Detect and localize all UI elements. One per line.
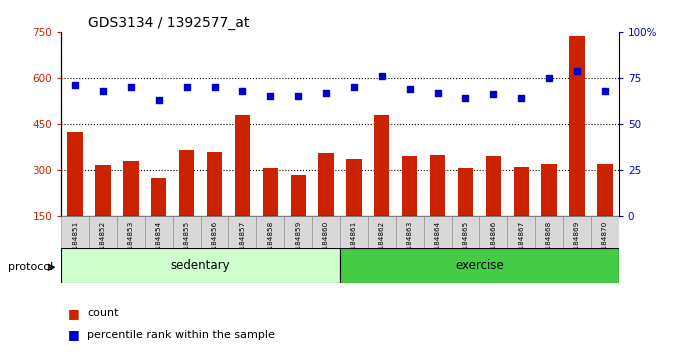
Point bbox=[543, 75, 554, 81]
Bar bbox=[340, 216, 368, 248]
Bar bbox=[368, 216, 396, 248]
Point bbox=[125, 84, 136, 90]
Point bbox=[404, 86, 415, 92]
Bar bbox=[402, 156, 418, 262]
Point bbox=[69, 82, 80, 88]
Point bbox=[571, 68, 582, 73]
Point bbox=[265, 93, 275, 99]
Text: GSM184869: GSM184869 bbox=[574, 221, 580, 265]
Text: GSM184859: GSM184859 bbox=[295, 221, 301, 265]
Bar bbox=[535, 216, 563, 248]
Bar bbox=[207, 152, 222, 262]
Text: sedentary: sedentary bbox=[171, 259, 231, 272]
Text: GSM184863: GSM184863 bbox=[407, 221, 413, 265]
Bar bbox=[541, 164, 557, 262]
Text: GSM184855: GSM184855 bbox=[184, 221, 190, 265]
Bar bbox=[597, 164, 613, 262]
Bar bbox=[458, 169, 473, 262]
Point bbox=[209, 84, 220, 90]
Text: protocol: protocol bbox=[8, 262, 54, 272]
Text: GSM184867: GSM184867 bbox=[518, 221, 524, 265]
Bar bbox=[95, 165, 111, 262]
Text: GSM184853: GSM184853 bbox=[128, 221, 134, 265]
Text: ■: ■ bbox=[68, 328, 80, 341]
Point bbox=[515, 95, 526, 101]
Bar bbox=[117, 216, 145, 248]
Bar bbox=[235, 115, 250, 262]
Bar bbox=[145, 216, 173, 248]
Text: GSM184862: GSM184862 bbox=[379, 221, 385, 265]
Text: GSM184854: GSM184854 bbox=[156, 221, 162, 265]
Bar bbox=[67, 132, 83, 262]
Text: GDS3134 / 1392577_at: GDS3134 / 1392577_at bbox=[88, 16, 250, 30]
Point bbox=[181, 84, 192, 90]
Bar bbox=[569, 36, 585, 262]
Text: percentile rank within the sample: percentile rank within the sample bbox=[87, 330, 275, 339]
Bar bbox=[256, 216, 284, 248]
Text: GSM184858: GSM184858 bbox=[267, 221, 273, 265]
Bar bbox=[374, 115, 390, 262]
Bar bbox=[346, 159, 362, 262]
Bar bbox=[452, 216, 479, 248]
Text: GSM184870: GSM184870 bbox=[602, 221, 608, 265]
Point bbox=[348, 84, 359, 90]
Point bbox=[320, 90, 331, 96]
Bar bbox=[284, 216, 312, 248]
Text: exercise: exercise bbox=[455, 259, 504, 272]
Bar bbox=[563, 216, 591, 248]
Bar bbox=[151, 178, 167, 262]
Point bbox=[488, 92, 498, 97]
Bar bbox=[312, 216, 340, 248]
Bar bbox=[228, 216, 256, 248]
Bar bbox=[89, 216, 117, 248]
Point bbox=[460, 95, 471, 101]
Bar bbox=[486, 156, 501, 262]
Bar bbox=[61, 216, 89, 248]
Point bbox=[292, 93, 303, 99]
Text: GSM184864: GSM184864 bbox=[435, 221, 441, 265]
Bar bbox=[179, 150, 194, 262]
Text: GSM184860: GSM184860 bbox=[323, 221, 329, 265]
Text: GSM184868: GSM184868 bbox=[546, 221, 552, 265]
Bar bbox=[479, 216, 507, 248]
Text: GSM184861: GSM184861 bbox=[351, 221, 357, 265]
Bar bbox=[591, 216, 619, 248]
Point bbox=[376, 73, 387, 79]
Bar bbox=[396, 216, 424, 248]
Bar bbox=[173, 216, 201, 248]
Text: ■: ■ bbox=[68, 307, 80, 320]
Point bbox=[97, 88, 108, 93]
Point bbox=[599, 88, 610, 93]
Bar bbox=[61, 248, 340, 283]
Bar bbox=[262, 169, 278, 262]
Bar bbox=[340, 248, 619, 283]
Text: GSM184866: GSM184866 bbox=[490, 221, 496, 265]
Point bbox=[432, 90, 443, 96]
Point bbox=[237, 88, 248, 93]
Text: GSM184865: GSM184865 bbox=[462, 221, 469, 265]
Text: GSM184852: GSM184852 bbox=[100, 221, 106, 265]
Bar bbox=[201, 216, 228, 248]
Bar bbox=[513, 167, 529, 262]
Bar bbox=[318, 153, 334, 262]
Text: GSM184857: GSM184857 bbox=[239, 221, 245, 265]
Bar bbox=[507, 216, 535, 248]
Text: GSM184856: GSM184856 bbox=[211, 221, 218, 265]
Point bbox=[153, 97, 164, 103]
Bar bbox=[430, 155, 445, 262]
Bar bbox=[424, 216, 452, 248]
Text: GSM184851: GSM184851 bbox=[72, 221, 78, 265]
Bar bbox=[290, 175, 306, 262]
Bar bbox=[123, 161, 139, 262]
Text: count: count bbox=[87, 308, 118, 318]
